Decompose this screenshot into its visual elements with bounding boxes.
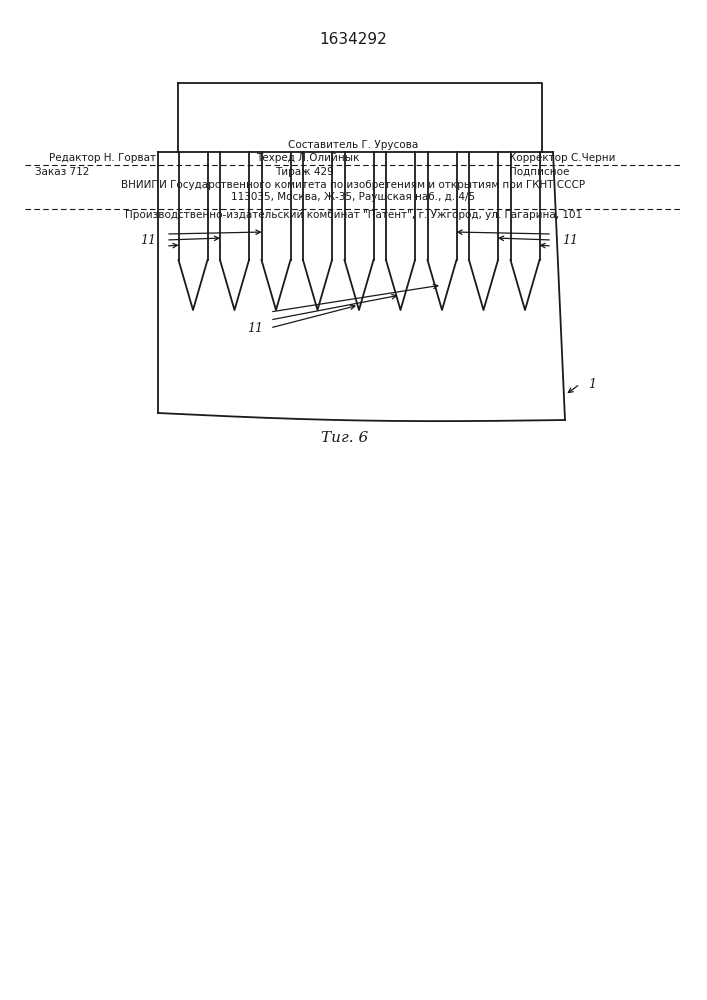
Text: Редактор Н. Горват: Редактор Н. Горват	[49, 153, 156, 163]
Text: Техред Л.Олийнык: Техред Л.Олийнык	[256, 153, 359, 163]
Text: 1: 1	[588, 377, 596, 390]
Text: Подписное: Подписное	[509, 167, 569, 177]
Text: 11: 11	[140, 233, 156, 246]
Text: Тираж 429: Тираж 429	[274, 167, 334, 177]
Text: 11: 11	[562, 233, 578, 246]
Text: Составитель Г. Урусова: Составитель Г. Урусова	[288, 140, 419, 150]
Text: 1634292: 1634292	[319, 32, 387, 47]
Text: 11: 11	[247, 322, 263, 334]
Text: Корректор С.Черни: Корректор С.Черни	[509, 153, 616, 163]
Text: ВНИИПИ Государственного комитета по изобретениям и открытиям при ГКНТ СССР: ВНИИПИ Государственного комитета по изоб…	[122, 180, 585, 190]
Text: 113035, Москва, Ж-35, Раушская наб., д. 4/5: 113035, Москва, Ж-35, Раушская наб., д. …	[231, 192, 476, 202]
Text: Заказ 712: Заказ 712	[35, 167, 90, 177]
Text: Τиг. 6: Τиг. 6	[322, 431, 368, 445]
Text: Производственно-издательский комбинат "Патент", г. Ужгород, ул. Гагарина, 101: Производственно-издательский комбинат "П…	[125, 210, 582, 220]
